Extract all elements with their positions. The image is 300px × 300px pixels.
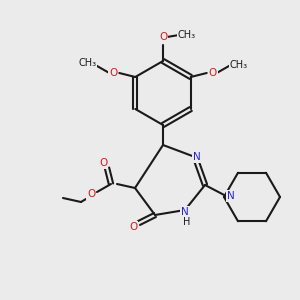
Text: O: O [208, 68, 217, 78]
Text: O: O [129, 222, 137, 232]
Text: O: O [87, 189, 95, 199]
Text: O: O [99, 158, 107, 168]
Text: O: O [159, 32, 167, 42]
Text: H: H [183, 217, 191, 227]
Text: O: O [109, 68, 117, 78]
Text: N: N [181, 207, 189, 217]
Text: N: N [227, 191, 235, 201]
Text: CH₃: CH₃ [78, 58, 96, 68]
Text: N: N [193, 152, 201, 162]
Text: CH₃: CH₃ [178, 30, 196, 40]
Text: CH₃: CH₃ [230, 60, 248, 70]
